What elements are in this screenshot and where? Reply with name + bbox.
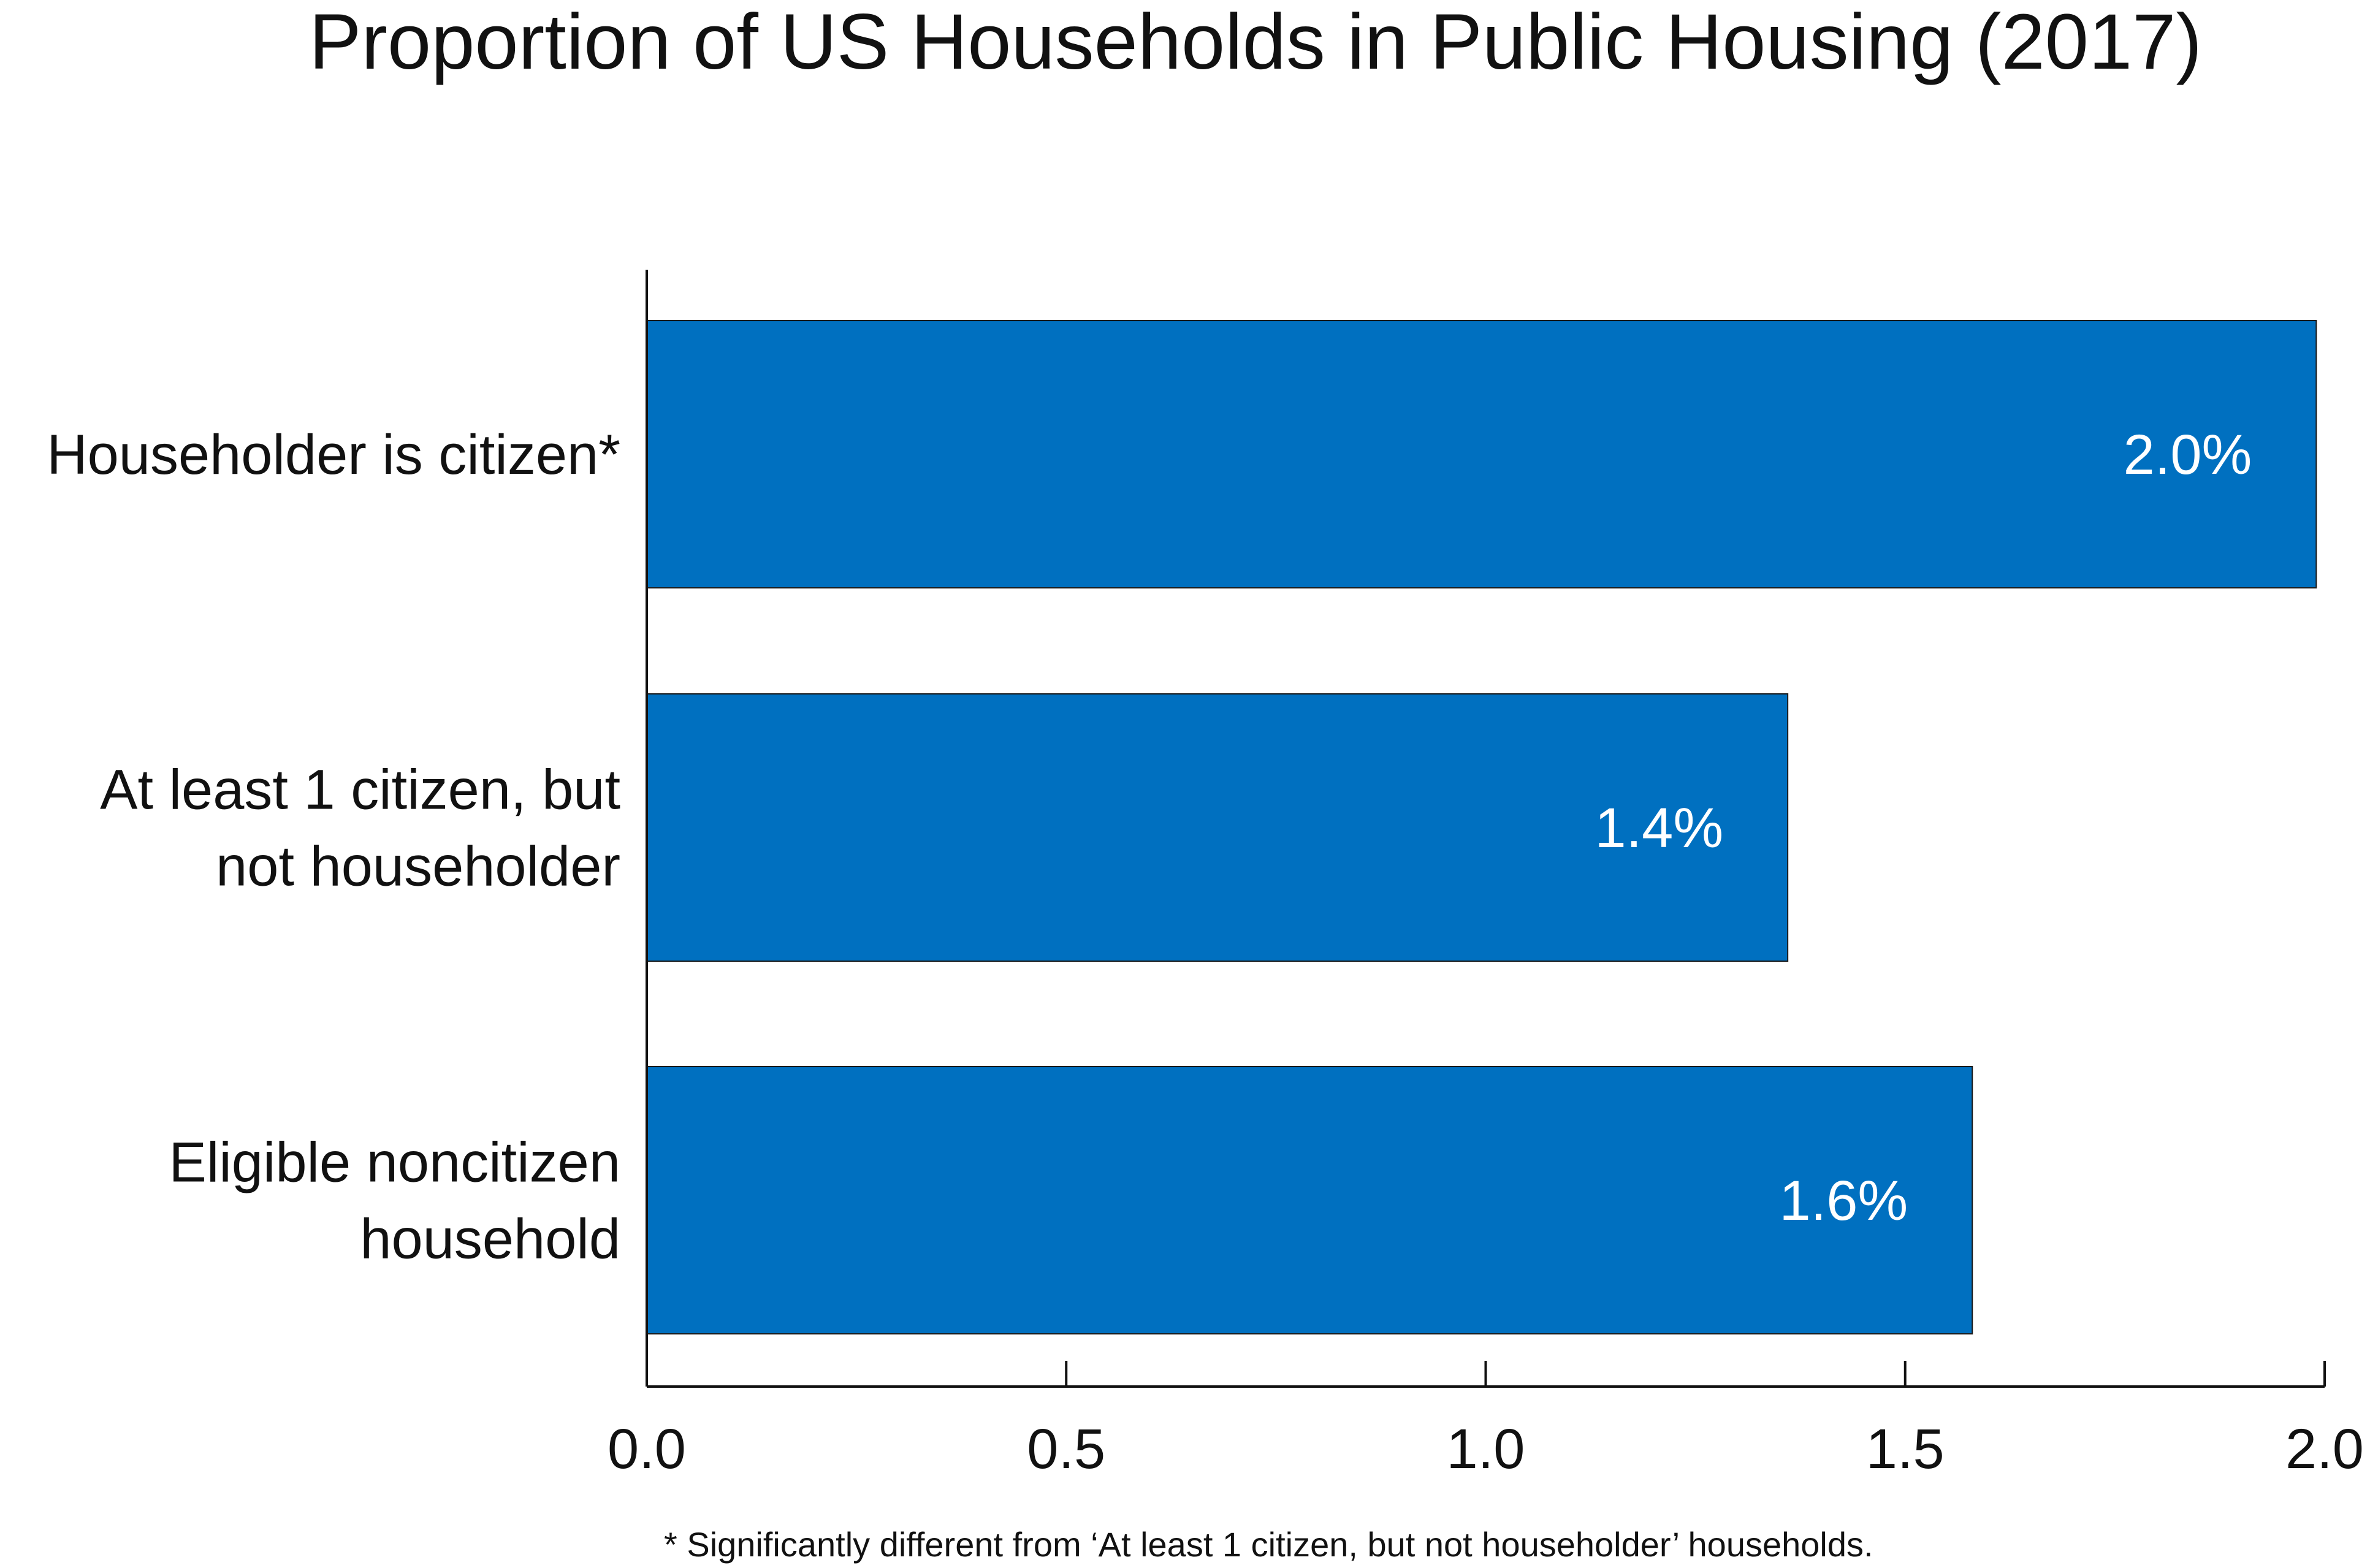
- bar-3: [646, 1066, 1973, 1334]
- x-tick-label-2: 0.5: [1027, 1418, 1105, 1480]
- chart-title: Proportion of US Households in Public Ho…: [309, 0, 2202, 86]
- bars-layer: 2.0% 1.4% 1.6%: [646, 320, 2317, 1334]
- category-label-3-line-1: Eligible noncitizen: [169, 1132, 620, 1194]
- bar-1: [646, 320, 2317, 588]
- category-label-2-line-1: At least 1 citizen, but: [100, 759, 620, 821]
- category-labels: Householder is citizen* At least 1 citize…: [47, 424, 620, 1271]
- bar-2: [646, 693, 1789, 962]
- footnote: * Significantly different from ‘At least…: [664, 1525, 1873, 1564]
- data-label-2: 1.4%: [1595, 797, 1723, 859]
- category-label-3-line-2: household: [360, 1208, 620, 1271]
- data-label-1: 2.0%: [2124, 424, 2252, 486]
- x-tick-label-5: 2.0: [2285, 1418, 2364, 1480]
- category-label-2-line-2: not householder: [216, 835, 620, 898]
- x-axis: 0.0 0.5 1.0 1.5 2.0: [608, 270, 2364, 1480]
- x-tick-label-3: 1.0: [1447, 1418, 1525, 1480]
- x-tick-label-1: 0.0: [608, 1418, 686, 1480]
- x-tick-label-4: 1.5: [1866, 1418, 1945, 1480]
- data-label-3: 1.6%: [1780, 1170, 1908, 1232]
- category-label-1: Householder is citizen*: [47, 424, 620, 486]
